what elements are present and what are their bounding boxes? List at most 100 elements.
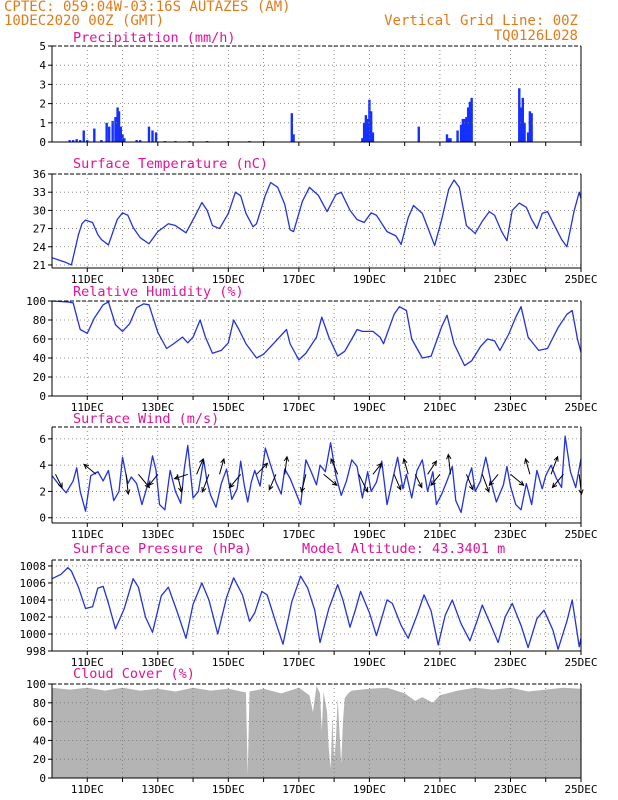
x-tick-label: 13DEC xyxy=(141,401,174,414)
x-tick-label: 15DEC xyxy=(212,783,245,796)
temp-line xyxy=(51,179,582,266)
wind-title: Surface Wind (m/s) xyxy=(73,411,219,427)
x-tick-label: 25DEC xyxy=(564,401,597,414)
x-tick-label: 15DEC xyxy=(212,528,245,541)
precip-bar xyxy=(154,132,158,142)
x-tick-label: 25DEC xyxy=(564,783,597,796)
y-tick-label: 0 xyxy=(39,390,46,403)
wind-arrow xyxy=(256,462,269,475)
wind-arrow xyxy=(358,474,369,493)
x-tick-label: 17DEC xyxy=(282,528,315,541)
precip-bar xyxy=(521,97,525,142)
wind-arrow xyxy=(465,474,474,491)
y-tick-label: 6 xyxy=(39,433,46,446)
precip-bar xyxy=(459,124,463,142)
rh-panel: Relative Humidity (%) 0 20 40 60 80 100 11DEC 13… xyxy=(26,284,597,414)
x-tick-label: 21DEC xyxy=(423,656,456,669)
x-tick-label: 23DEC xyxy=(494,528,527,541)
precip-bar xyxy=(292,134,295,142)
y-tick-label: 1000 xyxy=(20,628,47,641)
y-tick-label: 0 xyxy=(39,136,46,149)
wind-arrow xyxy=(83,463,97,475)
y-tick-label: 2 xyxy=(39,485,46,498)
wind-arrow xyxy=(173,473,188,480)
wind-arrow xyxy=(510,473,525,487)
model-label: TQ0126L028 xyxy=(494,28,578,44)
precip-bar xyxy=(368,99,371,142)
wind-panel: Surface Wind (m/s) 0 2 4 6 11DEC 13DEC 15DEC 17D… xyxy=(39,411,597,541)
y-tick-label: 998 xyxy=(26,645,46,658)
wind-arrow xyxy=(201,474,210,493)
precip-panel: Precipitation (mm/h) 0 1 2 3 4 5 xyxy=(39,30,582,149)
wind-arrow xyxy=(268,474,277,491)
wind-arrow xyxy=(481,474,490,493)
wind-arrow xyxy=(138,473,151,489)
x-tick-label: 23DEC xyxy=(494,656,527,669)
precip-bar xyxy=(116,107,119,142)
precip-bar xyxy=(123,138,126,142)
precip-bar xyxy=(135,140,138,142)
precip-bar xyxy=(461,118,465,142)
wind-grid xyxy=(52,427,581,523)
x-tick-label: 13DEC xyxy=(141,656,174,669)
x-tick-label: 15DEC xyxy=(212,401,245,414)
wind-arrow xyxy=(414,474,423,489)
x-tick-label: 19DEC xyxy=(353,273,386,286)
wind-arrow xyxy=(446,453,452,475)
temp-panel: Surface Temperature (nC) 21 24 27 30 33 36 11DE… xyxy=(33,156,598,286)
x-tick-label: 21DEC xyxy=(423,528,456,541)
y-tick-label: 40 xyxy=(33,352,46,365)
y-tick-label: 36 xyxy=(33,168,46,181)
precip-bar xyxy=(79,140,82,142)
y-tick-label: 3 xyxy=(39,78,46,91)
x-tick-label: 23DEC xyxy=(494,273,527,286)
wind-arrow xyxy=(228,473,242,489)
pressure-annotation: Model Altitude: 43.3401 m xyxy=(302,541,505,557)
x-tick-label: 21DEC xyxy=(423,401,456,414)
precip-bar xyxy=(107,126,111,142)
wind-arrow xyxy=(430,473,441,487)
y-tick-label: 40 xyxy=(33,734,46,747)
precip-bar xyxy=(456,130,459,142)
x-tick-label: 19DEC xyxy=(353,656,386,669)
pressure-title: Surface Pressure (hPa) xyxy=(73,541,252,557)
x-tick-label: 13DEC xyxy=(141,273,174,286)
wind-arrow xyxy=(372,462,383,475)
precip-bar xyxy=(463,118,466,142)
precip-bar xyxy=(75,139,78,142)
y-tick-label: 1004 xyxy=(20,594,47,607)
station-header: CPTEC: 059:04W-03:16S AUTAZES (AM) xyxy=(4,0,291,15)
x-tick-label: 13DEC xyxy=(141,783,174,796)
pressure-panel: Surface Pressure (hPa) Model Altitude: 43… xyxy=(20,541,598,669)
precip-bar xyxy=(82,130,85,142)
precip-bar xyxy=(526,132,530,142)
precip-title: Precipitation (mm/h) xyxy=(73,30,236,46)
y-tick-label: 0 xyxy=(39,512,46,525)
wind-arrow xyxy=(148,473,159,487)
precip-bar xyxy=(71,140,75,142)
y-tick-label: 100 xyxy=(26,295,46,308)
precip-bar xyxy=(369,111,373,142)
precip-bar xyxy=(447,138,450,142)
y-tick-label: 80 xyxy=(33,697,46,710)
y-tick-label: 20 xyxy=(33,371,46,384)
precip-bar xyxy=(362,122,366,142)
y-tick-label: 33 xyxy=(33,186,46,199)
x-tick-label: 11DEC xyxy=(71,273,104,286)
y-tick-label: 100 xyxy=(26,678,46,691)
wind-arrow xyxy=(283,455,290,475)
x-tick-label: 11DEC xyxy=(71,528,104,541)
wind-arrow xyxy=(524,457,531,475)
precip-grid xyxy=(52,45,581,143)
x-tick-label: 25DEC xyxy=(564,528,597,541)
x-tick-label: 11DEC xyxy=(71,401,104,414)
precip-bar xyxy=(117,111,121,142)
panels: Precipitation (mm/h) 0 1 2 3 4 5 Surface Temper… xyxy=(20,30,598,796)
y-tick-label: 20 xyxy=(33,753,46,766)
x-tick-label: 11DEC xyxy=(71,656,104,669)
y-tick-label: 2 xyxy=(39,98,46,111)
rh-title: Relative Humidity (%) xyxy=(73,284,244,300)
precip-bar xyxy=(138,140,142,142)
wind-arrow xyxy=(551,473,564,489)
temp-title: Surface Temperature (nC) xyxy=(73,156,268,172)
